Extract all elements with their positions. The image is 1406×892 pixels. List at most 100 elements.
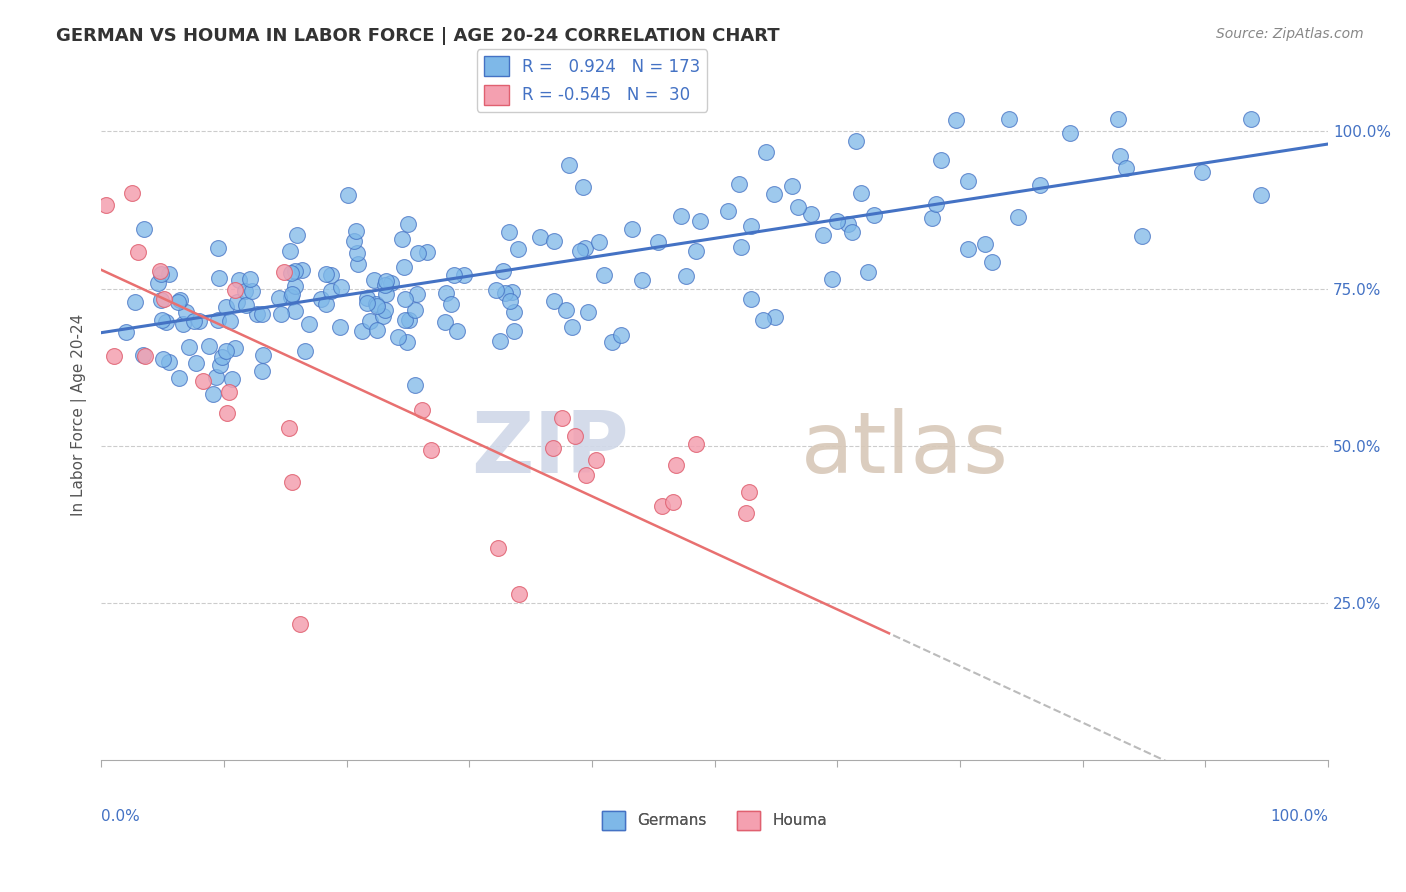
Point [1007,210,1029,224]
Point [921,211,943,226]
Point [502,305,524,319]
Point [215,406,238,420]
Point [665,458,688,472]
Point [270,307,292,321]
Text: Source: ZipAtlas.com: Source: ZipAtlas.com [1216,27,1364,41]
Point [1029,178,1052,192]
Point [600,334,623,349]
Point [374,278,396,293]
Point [827,214,849,228]
Point [252,364,274,378]
Point [221,372,243,386]
Point [366,297,388,311]
Point [278,421,301,435]
Point [252,348,274,362]
Y-axis label: In Labor Force | Age 20-24: In Labor Force | Age 20-24 [72,313,87,516]
Point [551,410,574,425]
Point [224,284,246,298]
Point [925,197,948,211]
Point [1240,112,1263,126]
Point [187,314,209,328]
Point [218,385,240,400]
Point [740,219,762,233]
Point [207,241,229,255]
Point [1109,149,1132,163]
Point [837,217,859,231]
Point [202,387,225,401]
Point [278,244,301,259]
Point [150,312,173,326]
Point [375,286,398,301]
Point [239,272,262,286]
Point [610,327,633,342]
Point [309,292,332,306]
Point [124,295,146,310]
Point [501,285,523,299]
Point [572,180,595,194]
Point [503,324,526,338]
Point [103,349,125,363]
Point [543,294,565,309]
Point [446,324,468,338]
Point [737,485,759,500]
Point [398,313,420,327]
Point [499,293,522,308]
Point [371,309,394,323]
Point [224,341,246,355]
Point [184,355,207,369]
Point [811,227,834,242]
Point [235,297,257,311]
Point [492,264,515,278]
Point [240,284,263,298]
Point [366,299,388,313]
Point [246,307,269,321]
Point [863,208,886,222]
Point [132,348,155,362]
Text: 0.0%: 0.0% [101,809,139,824]
Point [157,267,180,281]
Point [127,244,149,259]
Point [183,314,205,328]
Point [1191,165,1213,179]
Point [291,262,314,277]
Point [404,303,426,318]
Point [228,273,250,287]
Point [396,217,419,231]
Point [134,349,156,363]
Point [735,506,758,520]
Point [574,468,596,483]
Point [821,272,844,286]
Point [763,187,786,202]
Point [974,236,997,251]
Point [856,265,879,279]
Point [152,293,174,307]
Point [841,225,863,239]
Text: 100.0%: 100.0% [1270,809,1329,824]
Point [1107,112,1129,126]
Point [411,403,433,417]
Legend: Germans, Houma: Germans, Houma [596,805,834,836]
Point [440,296,463,310]
Text: ZIP: ZIP [471,408,628,491]
Point [344,224,367,238]
Point [226,295,249,310]
Point [149,264,172,278]
Point [149,267,172,281]
Text: GERMAN VS HOUMA IN LABOR FORCE | AGE 20-24 CORRELATION CHART: GERMAN VS HOUMA IN LABOR FORCE | AGE 20-… [56,27,780,45]
Point [146,276,169,290]
Point [284,264,307,278]
Point [529,229,551,244]
Point [346,246,368,260]
Point [315,268,337,282]
Point [250,307,273,321]
Point [315,297,337,311]
Point [728,177,751,191]
Text: atlas: atlas [800,408,1008,491]
Point [284,279,307,293]
Point [576,305,599,319]
Point [689,213,711,227]
Point [394,312,416,326]
Point [191,374,214,388]
Point [115,325,138,339]
Point [233,284,256,298]
